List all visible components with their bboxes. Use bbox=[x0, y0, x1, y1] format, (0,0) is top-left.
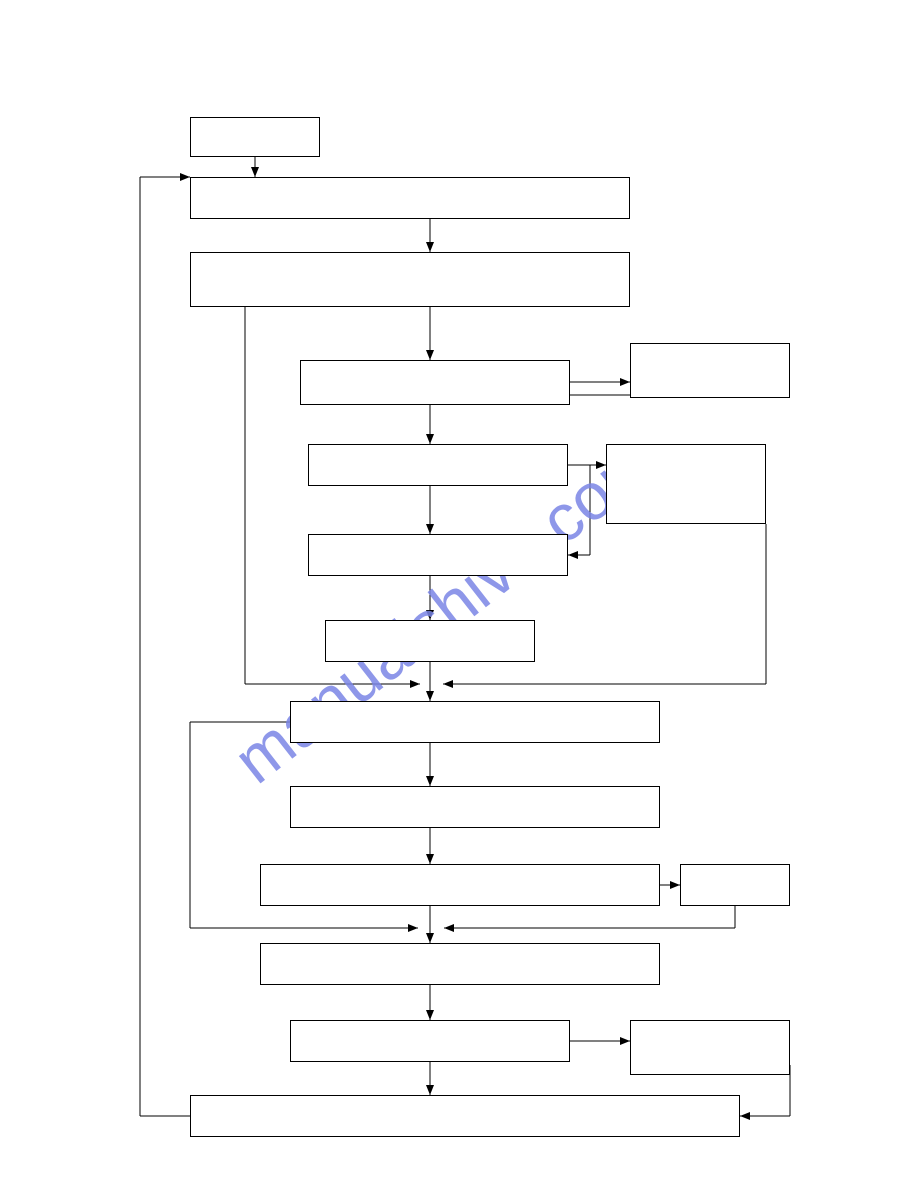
flow-node-n_b2 bbox=[190, 252, 630, 307]
flow-node-n_s4 bbox=[630, 1020, 790, 1075]
flow-node-n_s3 bbox=[680, 864, 790, 906]
flowchart-canvas: manualshive.com bbox=[0, 0, 914, 1186]
flow-node-n_c6 bbox=[260, 864, 660, 906]
flow-node-n_b1 bbox=[190, 177, 630, 219]
flow-node-n_c3 bbox=[308, 534, 568, 576]
flow-node-n_c1 bbox=[300, 360, 570, 405]
flow-node-n_wide1 bbox=[290, 701, 660, 743]
flow-node-n_c5 bbox=[290, 786, 660, 828]
flow-node-n_bottom bbox=[190, 1095, 740, 1137]
flow-node-n_start bbox=[190, 117, 320, 157]
flow-node-n_c4 bbox=[325, 620, 535, 662]
flow-node-n_c2 bbox=[308, 444, 568, 486]
flow-node-n_s1 bbox=[630, 343, 790, 398]
flow-node-n_s2 bbox=[606, 444, 766, 524]
flow-node-n_c8 bbox=[290, 1020, 570, 1062]
flow-node-n_c7 bbox=[260, 943, 660, 985]
